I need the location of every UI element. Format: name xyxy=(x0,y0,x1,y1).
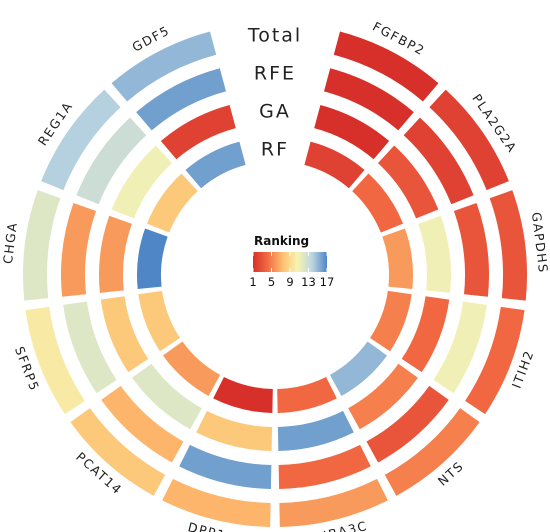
sector-gdf5-ga xyxy=(160,104,236,160)
legend-tick-label: 17 xyxy=(320,275,335,289)
sector-sfrp5-total xyxy=(25,306,85,415)
sector-nts-ga xyxy=(348,363,418,430)
sector-pcat14-rfe xyxy=(101,385,184,463)
ring-label-total: Total xyxy=(247,25,302,47)
sector-chga-ga xyxy=(99,215,132,293)
legend-tick-label: 13 xyxy=(301,275,316,289)
sector-sfrp5-ga xyxy=(100,296,149,373)
sector-dpp10-rf xyxy=(213,376,273,413)
legend-tick-label: 9 xyxy=(286,275,293,289)
sector-chga-total xyxy=(23,190,61,301)
sector-fgfbp2-total xyxy=(333,31,439,102)
sector-pcat14-total xyxy=(70,408,166,496)
sector-fgfbp2-rfe xyxy=(324,68,414,131)
sector-gapdhs-ga xyxy=(418,215,452,293)
ring-label-rfe: RFE xyxy=(254,63,296,85)
sector-pcat14-ga xyxy=(132,363,202,430)
legend-tick-label: 5 xyxy=(268,275,275,289)
sector-sfrp5-rf xyxy=(138,290,180,352)
sector-gapdhs-total xyxy=(489,190,527,301)
sector-reg1a-rf xyxy=(146,173,198,233)
sector-nts-total xyxy=(384,408,480,496)
sector-itih2-ga xyxy=(401,296,450,373)
legend: Ranking 1 5 9 13 17 xyxy=(249,234,334,289)
sector-nts-rf xyxy=(329,341,388,396)
sector-gdf5-rfe xyxy=(136,68,226,131)
sector-pla2g2a-rfe xyxy=(403,117,474,205)
sector-gdf5-rf xyxy=(185,141,246,189)
sectors-layer xyxy=(23,31,527,527)
sector-pla2g2a-ga xyxy=(377,145,439,219)
sector-gapdhs-rf xyxy=(382,228,413,290)
legend-colorbar xyxy=(253,252,327,272)
sector-pla2g2a-total xyxy=(429,89,509,191)
sector-tuba3c-total xyxy=(279,478,388,527)
sector-fgfbp2-rf xyxy=(304,141,365,189)
ring-label-rf: RF xyxy=(261,139,289,161)
sector-pla2g2a-rf xyxy=(352,173,404,233)
sector-itih2-total xyxy=(465,306,525,415)
sector-sfrp5-rfe xyxy=(63,301,117,394)
sector-tuba3c-rf xyxy=(277,376,337,413)
sector-gdf5-total xyxy=(111,31,217,102)
sector-itih2-rfe xyxy=(433,301,487,394)
sector-reg1a-ga xyxy=(111,145,173,219)
sector-pcat14-rf xyxy=(162,341,221,396)
legend-title: Ranking xyxy=(254,234,309,248)
sector-dpp10-rfe xyxy=(179,444,272,489)
sector-dpp10-ga xyxy=(196,410,273,451)
legend-tick-label: 1 xyxy=(249,275,256,289)
sector-tuba3c-ga xyxy=(277,410,354,451)
sector-fgfbp2-ga xyxy=(314,104,390,160)
sector-dpp10-total xyxy=(162,478,271,527)
gene-label-gapdhs: GAPDHS xyxy=(529,211,550,274)
sector-gapdhs-rfe xyxy=(453,202,489,297)
sector-chga-rf xyxy=(137,228,168,290)
legend-ticks: 1 5 9 13 17 xyxy=(249,252,334,289)
sector-chga-rfe xyxy=(61,202,97,297)
sector-reg1a-total xyxy=(41,89,121,191)
gene-label-chga: CHGA xyxy=(0,221,20,265)
ring-label-ga: GA xyxy=(259,101,291,123)
sector-itih2-rf xyxy=(370,290,412,352)
sector-tuba3c-rfe xyxy=(278,444,371,489)
sector-nts-rfe xyxy=(366,385,449,463)
sector-reg1a-rfe xyxy=(76,117,147,205)
